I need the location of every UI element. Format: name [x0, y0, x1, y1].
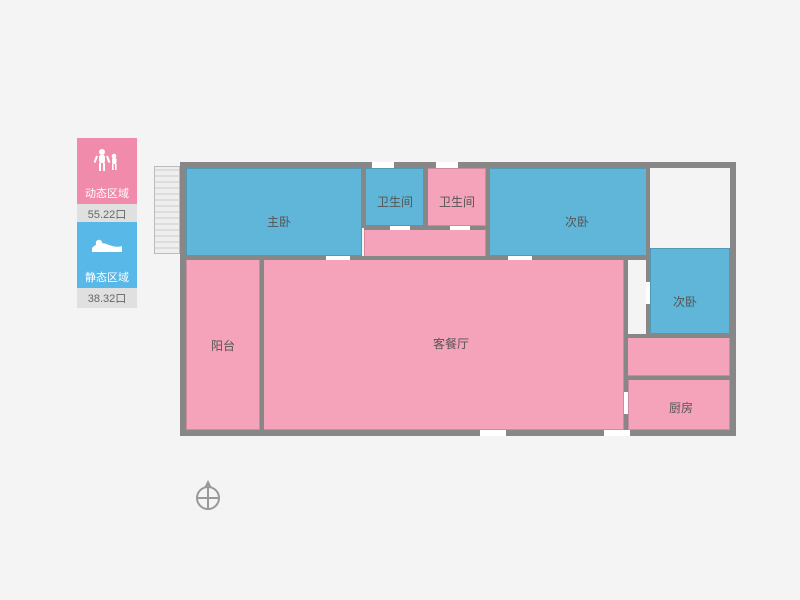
inner-wall — [624, 376, 732, 380]
room-label: 卫生间 — [439, 193, 475, 210]
inner-wall — [260, 256, 264, 432]
door-opening — [604, 430, 630, 436]
inner-wall — [624, 334, 732, 338]
legend-static: 静态区域 38.32口 — [77, 222, 137, 308]
room-卫生间: 卫生间 — [426, 168, 486, 226]
room-次卧: 次卧 — [488, 168, 648, 256]
inner-wall — [424, 168, 428, 228]
room-label: 主卧 — [267, 213, 291, 230]
room-label: 卫生间 — [377, 193, 413, 210]
inner-wall — [186, 256, 648, 260]
door-opening — [390, 226, 410, 230]
door-opening — [480, 430, 506, 436]
door-opening — [372, 162, 394, 168]
legend-dynamic-box: 动态区域 55.22口 — [77, 138, 137, 224]
legend-static-box: 静态区域 38.32口 — [77, 222, 137, 308]
door-opening — [326, 256, 350, 260]
room-客餐厅: 客餐厅 — [262, 258, 624, 430]
room-area — [626, 336, 730, 376]
door-opening — [508, 256, 532, 260]
room-label: 客餐厅 — [433, 335, 469, 352]
room-label: 阳台 — [211, 337, 235, 354]
door-opening — [646, 282, 650, 304]
legend-static-label: 静态区域 — [77, 266, 137, 288]
balcony-rail — [154, 166, 180, 254]
room-label: 次卧 — [673, 293, 697, 310]
legend-static-value: 38.32口 — [77, 288, 137, 308]
people-icon — [77, 138, 137, 182]
door-opening — [624, 392, 628, 414]
room-label: 厨房 — [669, 399, 693, 416]
sleep-icon — [77, 222, 137, 266]
inner-wall — [646, 168, 650, 336]
door-opening — [436, 162, 458, 168]
room-label: 次卧 — [565, 213, 589, 230]
door-opening — [450, 226, 470, 230]
legend-dynamic-value: 55.22口 — [77, 204, 137, 224]
inner-wall — [486, 168, 490, 258]
inner-wall — [362, 168, 366, 228]
room-厨房: 厨房 — [628, 378, 730, 430]
room-area — [364, 228, 486, 258]
room-次卧: 次卧 — [650, 248, 730, 334]
legend-dynamic-label: 动态区域 — [77, 182, 137, 204]
room-阳台: 阳台 — [186, 258, 260, 430]
compass-icon — [193, 478, 223, 517]
legend-dynamic: 动态区域 55.22口 — [77, 138, 137, 224]
room-主卧: 主卧 — [186, 168, 362, 256]
floor-plan: 主卧卫生间卫生间次卧次卧厨房客餐厅阳台 — [158, 162, 736, 436]
room-卫生间: 卫生间 — [364, 168, 424, 226]
